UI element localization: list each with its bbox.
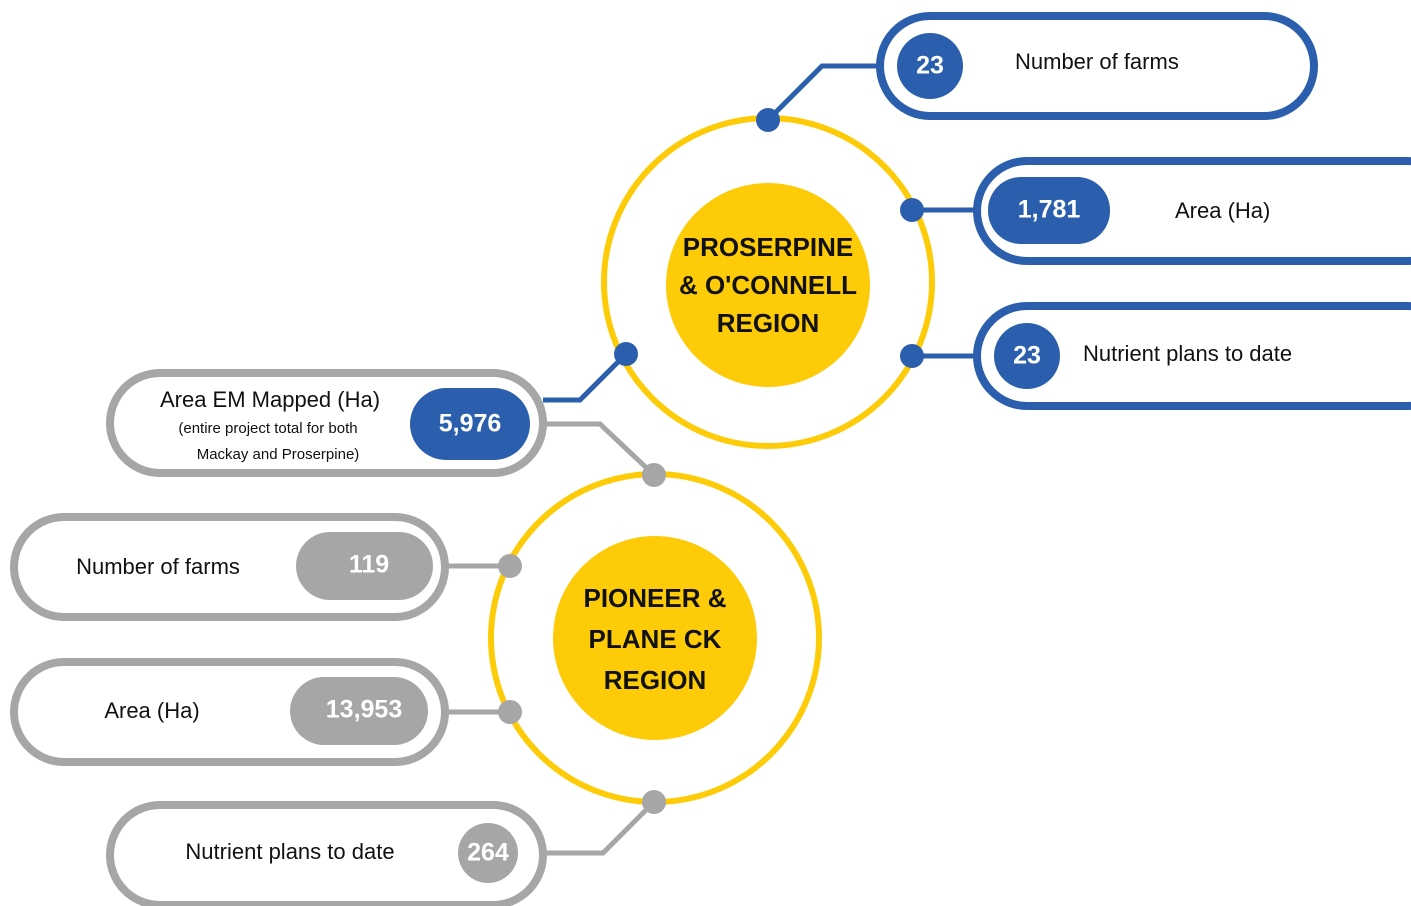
stat-value: 1,781 <box>1018 196 1081 224</box>
stat-label: Number of farms <box>1015 49 1179 74</box>
region-name: PLANE CK <box>589 624 722 654</box>
stat-badge <box>290 677 428 745</box>
region-core <box>553 536 757 740</box>
region-name: REGION <box>717 308 820 338</box>
stat-badge <box>988 177 1110 244</box>
dots <box>614 108 924 368</box>
dot <box>900 198 924 222</box>
stat-value: 13,953 <box>326 696 402 724</box>
stat-pill <box>876 12 1318 120</box>
connector <box>543 352 628 403</box>
dot <box>642 463 666 487</box>
stat-pill <box>106 801 547 906</box>
stat-badge <box>410 388 530 460</box>
dot <box>756 108 780 132</box>
stat-badge <box>897 33 963 99</box>
stat-badge <box>458 823 518 883</box>
dot <box>498 554 522 578</box>
connector <box>766 63 880 122</box>
dot <box>498 700 522 724</box>
stat-note: (entire project total for both <box>178 420 357 437</box>
dots <box>498 463 666 814</box>
region-core <box>666 183 870 387</box>
stat-label: Nutrient plans to date <box>1083 341 1292 366</box>
region-name: & O'CONNELL <box>679 270 857 300</box>
connector <box>543 421 656 477</box>
stat-value: 119 <box>349 551 389 579</box>
stat-value: 5,976 <box>439 410 502 438</box>
dot <box>642 790 666 814</box>
dot <box>900 344 924 368</box>
region-name: PROSERPINE <box>683 232 854 262</box>
stat-label: Area (Ha) <box>104 698 199 723</box>
stat-label: Nutrient plans to date <box>185 839 394 864</box>
stat-note: Mackay and Proserpine) <box>197 446 360 463</box>
stat-label: Number of farms <box>76 554 240 579</box>
stat-value: 23 <box>916 52 944 80</box>
connector <box>543 800 656 856</box>
stat-value: 23 <box>1013 342 1041 370</box>
region-name: PIONEER & <box>583 583 726 613</box>
stat-badge <box>296 532 433 600</box>
stat-pill <box>973 302 1411 410</box>
dot <box>614 342 638 366</box>
region-name: REGION <box>604 665 707 695</box>
stat-label: Area (Ha) <box>1175 198 1270 223</box>
stat-badge <box>994 323 1060 389</box>
stat-label: Area EM Mapped (Ha) <box>160 387 380 412</box>
stat-value: 264 <box>467 839 509 867</box>
